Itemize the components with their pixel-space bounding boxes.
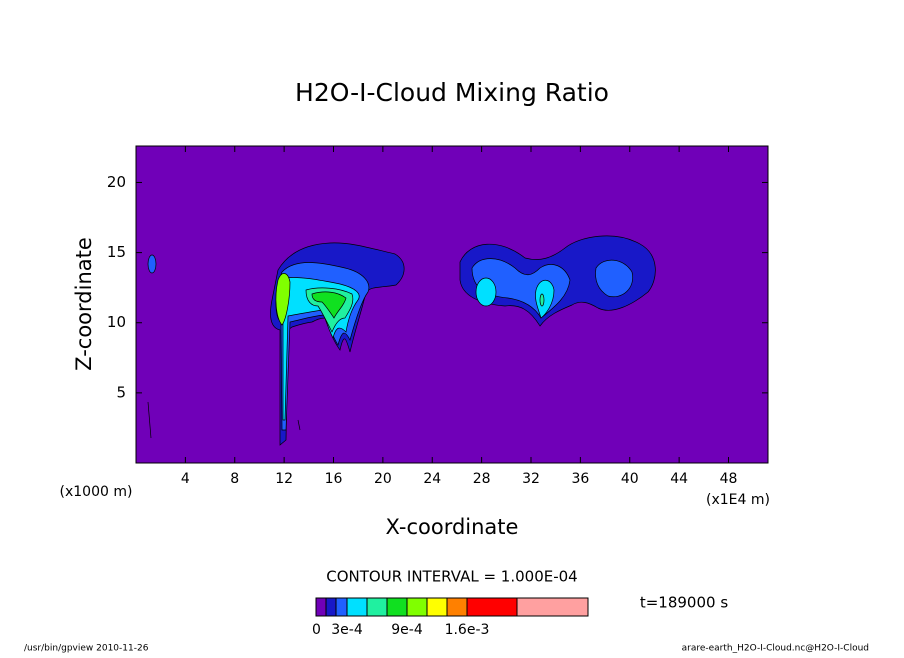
colorbar-segment xyxy=(406,597,428,617)
colorbar-segment xyxy=(516,597,589,617)
x-tick-label: 12 xyxy=(275,471,293,487)
y-tick-label: 15 xyxy=(107,243,126,261)
contour-fill xyxy=(311,291,347,319)
x-unit-label: (x1000 m) xyxy=(60,484,133,500)
colorbar-segment xyxy=(366,597,388,617)
contour-fill xyxy=(539,293,545,307)
colorbar-segment xyxy=(315,597,327,617)
colorbar-segment xyxy=(335,597,348,617)
chart-title: H2O-I-Cloud Mixing Ratio xyxy=(295,78,609,107)
time-label: t=189000 s xyxy=(640,594,728,612)
x-tick-label: 4 xyxy=(181,471,190,487)
x-axis-title: X-coordinate xyxy=(386,515,519,539)
colorbar-segment xyxy=(466,597,518,617)
x-tick-label: 20 xyxy=(374,471,392,487)
colorbar-label: 0 xyxy=(312,622,321,638)
x-tick-label: 44 xyxy=(670,471,688,487)
colorbar-label: 9e-4 xyxy=(391,622,423,638)
y-axis-title: Z-coordinate xyxy=(72,237,96,371)
contour-line xyxy=(297,419,301,431)
plot-frame xyxy=(135,145,769,464)
footer-right: arare-earth_H2O-I-Cloud.nc@H2O-I-Cloud xyxy=(682,644,869,654)
x-tick-label: 32 xyxy=(522,471,540,487)
footer-left: /usr/bin/gpview 2010-11-26 xyxy=(24,644,149,654)
contour-note: CONTOUR INTERVAL = 1.000E-04 xyxy=(326,568,577,586)
contour-fill xyxy=(147,254,157,274)
contour-fill xyxy=(595,259,634,298)
contour-fill xyxy=(475,277,497,307)
contour-fills xyxy=(147,235,656,446)
colorbar-segment xyxy=(386,597,408,617)
colorbar-label: 1.6e-3 xyxy=(445,622,490,638)
contour-fill xyxy=(275,273,291,326)
y-tick-label: 10 xyxy=(107,313,126,331)
colorbar-segment xyxy=(426,597,448,617)
y-tick-label: 20 xyxy=(107,173,126,191)
x-tick-label: 36 xyxy=(571,471,589,487)
plot-background xyxy=(136,146,768,463)
colorbar-label: 3e-4 xyxy=(331,622,363,638)
contour-line xyxy=(147,401,152,439)
y-tick-label: 5 xyxy=(116,383,126,401)
x-tick-label: 16 xyxy=(325,471,343,487)
x-tick-label: 48 xyxy=(720,471,738,487)
x-tick-label: 8 xyxy=(230,471,239,487)
colorbar-segment xyxy=(325,597,337,617)
colorbar-segment xyxy=(446,597,468,617)
x-tick-label: 28 xyxy=(473,471,491,487)
x-unit-label: (x1E4 m) xyxy=(706,492,770,508)
x-tick-label: 40 xyxy=(621,471,639,487)
colorbar-segment xyxy=(346,597,368,617)
x-tick-label: 24 xyxy=(423,471,441,487)
contour-fill xyxy=(535,279,555,319)
